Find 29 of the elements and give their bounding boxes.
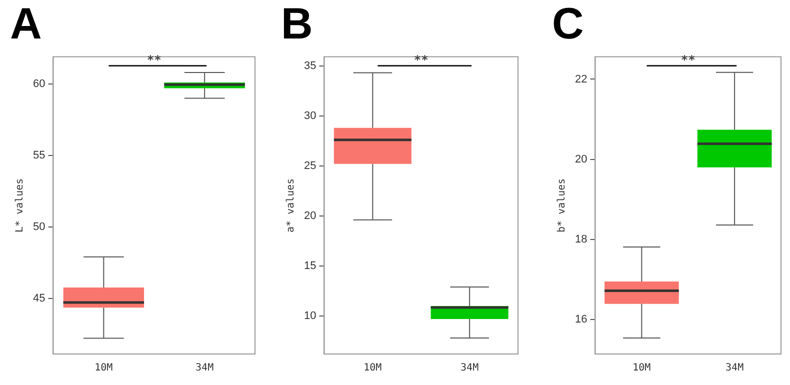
- x-tick-label: 10M: [632, 362, 651, 374]
- annotation: **: [414, 52, 428, 67]
- y-axis-title: b* values: [556, 178, 568, 232]
- y-tick-label: 16: [574, 314, 588, 326]
- y-axis-title: a* values: [286, 178, 297, 232]
- x-tick-label: 34M: [196, 362, 214, 374]
- chart-title: B: [281, 0, 313, 49]
- y-tick-label: 18: [574, 233, 588, 246]
- annotation: **: [146, 52, 162, 67]
- y-tick-label: 55: [32, 149, 46, 162]
- y-tick-label: 60: [32, 78, 46, 90]
- chart-title: A: [10, 0, 42, 49]
- y-tick-label: 50: [32, 220, 46, 233]
- y-tick-label: 30: [304, 110, 316, 122]
- x-tick-label: 10M: [364, 362, 382, 374]
- y-axis-title: L* values: [14, 178, 26, 232]
- x-tick-label: 34M: [726, 362, 744, 374]
- y-tick-label: 35: [304, 60, 316, 72]
- y-tick-label: 20: [574, 153, 588, 166]
- x-tick-label: 10M: [94, 362, 113, 374]
- y-tick-label: 15: [304, 260, 316, 272]
- annotation: **: [680, 52, 696, 67]
- y-tick-label: 10: [304, 310, 316, 322]
- y-tick-label: 25: [304, 160, 316, 172]
- y-tick-label: 22: [574, 73, 588, 86]
- y-tick-label: 45: [32, 292, 46, 304]
- y-tick-label: 20: [304, 210, 316, 222]
- chart-title: C: [552, 0, 584, 49]
- x-tick-label: 34M: [460, 362, 479, 374]
